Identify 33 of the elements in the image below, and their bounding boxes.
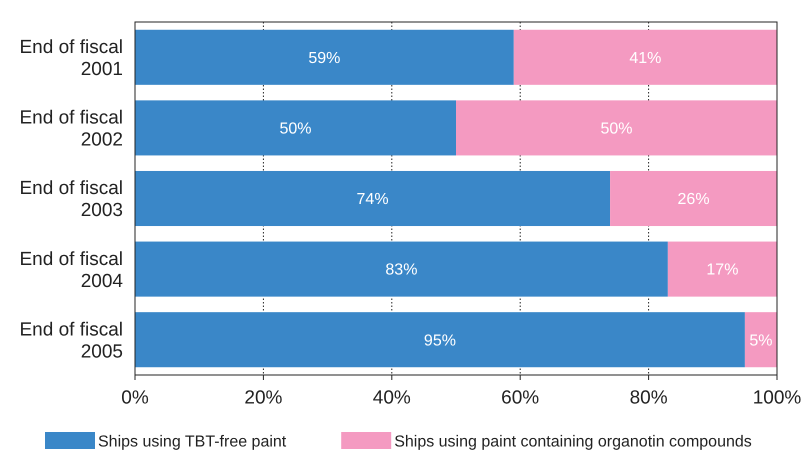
bar bbox=[135, 312, 745, 368]
bar bbox=[135, 100, 456, 156]
data-label: 95% bbox=[424, 332, 456, 350]
bar bbox=[135, 242, 668, 297]
bar bbox=[514, 30, 777, 85]
y-tick-label: End of fiscal 2005 bbox=[20, 319, 123, 362]
legend-label: Ships using TBT-free paint bbox=[98, 434, 287, 451]
y-tick-label: End of fiscal 2002 bbox=[20, 108, 123, 151]
data-label: 50% bbox=[279, 120, 312, 138]
legend-label: Ships using paint containing organotin compounds bbox=[394, 434, 752, 451]
data-label: 74% bbox=[356, 191, 389, 208]
data-label: 41% bbox=[629, 50, 662, 67]
y-tick-label: End of fiscal 2001 bbox=[20, 36, 123, 80]
x-tick-label: 0% bbox=[121, 388, 149, 409]
y-tick-label: End of fiscal 2003 bbox=[20, 178, 123, 222]
x-tick-label: 100% bbox=[752, 388, 802, 409]
data-label: 17% bbox=[706, 262, 738, 279]
bar bbox=[135, 170, 610, 226]
bar bbox=[135, 30, 514, 85]
bar bbox=[744, 312, 777, 368]
data-label: 26% bbox=[678, 191, 710, 208]
data-label: 50% bbox=[600, 120, 633, 138]
data-label: 59% bbox=[308, 50, 340, 67]
bar bbox=[456, 100, 777, 156]
y-tick-label: End of fiscal 2004 bbox=[20, 248, 124, 292]
data-label: 83% bbox=[385, 262, 418, 279]
x-tick-label: 80% bbox=[630, 388, 668, 409]
x-tick-label: 60% bbox=[501, 388, 540, 409]
bar bbox=[610, 170, 777, 226]
bar bbox=[668, 242, 777, 297]
x-tick-label: 20% bbox=[244, 388, 283, 409]
data-label: 5% bbox=[749, 332, 773, 350]
x-tick-label: 40% bbox=[372, 388, 411, 409]
